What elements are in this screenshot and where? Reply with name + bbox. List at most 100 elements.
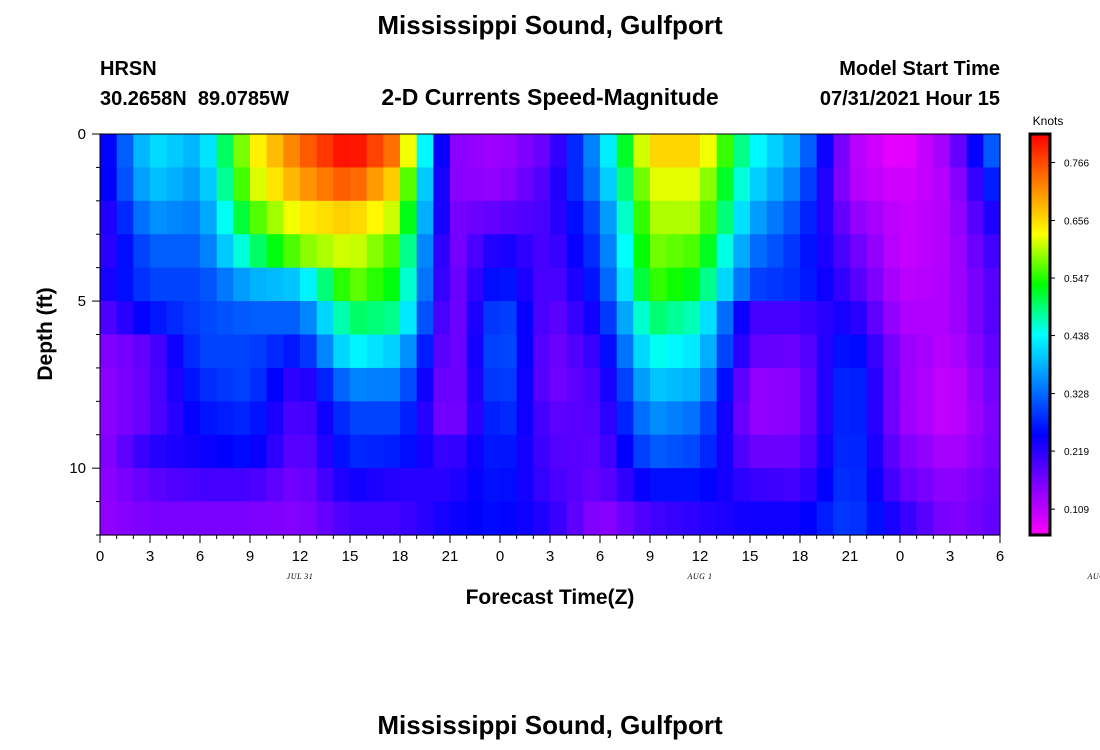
- heatmap-cell: [383, 301, 401, 336]
- heatmap-cell: [866, 267, 884, 302]
- heatmap-cell: [700, 501, 718, 536]
- heatmap-cell: [516, 301, 534, 336]
- heatmap-cell: [400, 501, 418, 536]
- heatmap-cell: [216, 134, 234, 169]
- heatmap-cell: [533, 234, 551, 269]
- heatmap-cell: [750, 501, 768, 536]
- heatmap-cell: [150, 234, 168, 269]
- heatmap-cell: [833, 267, 851, 302]
- heatmap-cell: [216, 401, 234, 436]
- heatmap-cell: [183, 301, 201, 336]
- heatmap-cell: [116, 501, 134, 536]
- heatmap-cell: [900, 234, 918, 269]
- heatmap-cell: [933, 134, 951, 169]
- heatmap-cell: [283, 401, 301, 436]
- x-tick-label: 9: [246, 548, 254, 565]
- heatmap-cell: [483, 434, 501, 469]
- heatmap-cell: [933, 234, 951, 269]
- heatmap-cell: [833, 468, 851, 503]
- colorbar-tick-label: 0.766: [1064, 158, 1089, 169]
- heatmap-cell: [116, 468, 134, 503]
- heatmap-cell: [416, 167, 434, 202]
- heatmap-cell: [116, 167, 134, 202]
- heatmap-cell: [683, 434, 701, 469]
- heatmap-cell: [350, 501, 368, 536]
- heatmap-cell: [783, 334, 801, 369]
- heatmap-cell: [650, 167, 668, 202]
- heatmap-cell: [783, 301, 801, 336]
- heatmap-cell: [583, 334, 601, 369]
- heatmap-cell: [983, 367, 1001, 402]
- heatmap-cell: [300, 134, 318, 169]
- heatmap-cell: [883, 334, 901, 369]
- heatmap-cell: [633, 401, 651, 436]
- heatmap-cell: [533, 334, 551, 369]
- heatmap-cell: [883, 200, 901, 235]
- heatmap-cell: [516, 434, 534, 469]
- heatmap-cell: [983, 167, 1001, 202]
- heatmap-cell: [366, 334, 384, 369]
- heatmap-cell: [783, 134, 801, 169]
- heatmap-cell: [833, 367, 851, 402]
- colorbar-ramp: [1028, 132, 1052, 537]
- heatmap-cell: [833, 434, 851, 469]
- heatmap-cell: [433, 234, 451, 269]
- heatmap-cell: [416, 234, 434, 269]
- heatmap-cell: [700, 334, 718, 369]
- colorbar-tick-label: 0.547: [1064, 274, 1089, 285]
- heatmap-cell: [350, 468, 368, 503]
- heatmap-cell: [533, 501, 551, 536]
- heatmap-cell: [533, 434, 551, 469]
- heatmap-plot: [100, 134, 1001, 536]
- heatmap-cell: [983, 134, 1001, 169]
- heatmap-cell: [466, 200, 484, 235]
- heatmap-cell: [200, 367, 218, 402]
- heatmap-cell: [550, 200, 568, 235]
- x-axis-label: Forecast Time(Z): [466, 586, 635, 609]
- heatmap-cell: [566, 234, 584, 269]
- heatmap-cell: [116, 301, 134, 336]
- heatmap-cell: [600, 200, 618, 235]
- heatmap-cell: [216, 234, 234, 269]
- heatmap-cell: [133, 434, 151, 469]
- heatmap-cell: [450, 200, 468, 235]
- heatmap-cell: [366, 434, 384, 469]
- y-axis-label: Depth (ft): [34, 287, 57, 380]
- heatmap-cell: [866, 501, 884, 536]
- colorbar-tick-label: 0.438: [1064, 332, 1089, 343]
- heatmap-cell: [733, 334, 751, 369]
- heatmap-cell: [883, 501, 901, 536]
- heatmap-cell: [733, 234, 751, 269]
- x-tick-label: 0: [496, 548, 504, 565]
- x-tick-label: 3: [146, 548, 154, 565]
- heatmap-cell: [316, 468, 334, 503]
- heatmap-cell: [616, 167, 634, 202]
- heatmap-cell: [350, 301, 368, 336]
- heatmap-cell: [316, 334, 334, 369]
- heatmap-cell: [383, 334, 401, 369]
- heatmap-cell: [516, 468, 534, 503]
- heatmap-cell: [433, 134, 451, 169]
- heatmap-cell: [566, 267, 584, 302]
- heatmap-cell: [233, 234, 251, 269]
- heatmap-cell: [683, 301, 701, 336]
- heatmap-cell: [300, 200, 318, 235]
- heatmap-cell: [100, 434, 118, 469]
- heatmap-cell: [716, 200, 734, 235]
- heatmap-cell: [833, 200, 851, 235]
- heatmap-cell: [166, 434, 184, 469]
- heatmap-cell: [200, 234, 218, 269]
- heatmap-cell: [283, 501, 301, 536]
- heatmap-cell: [816, 200, 834, 235]
- heatmap-cell: [983, 267, 1001, 302]
- heatmap-cell: [866, 134, 884, 169]
- heatmap-cell: [200, 267, 218, 302]
- heatmap-cell: [233, 334, 251, 369]
- heatmap-cell: [433, 501, 451, 536]
- x-tick-label: 18: [792, 548, 809, 565]
- heatmap-cell: [816, 267, 834, 302]
- heatmap-cell: [100, 200, 118, 235]
- heatmap-cell: [616, 267, 634, 302]
- heatmap-cell: [583, 234, 601, 269]
- heatmap-cell: [416, 468, 434, 503]
